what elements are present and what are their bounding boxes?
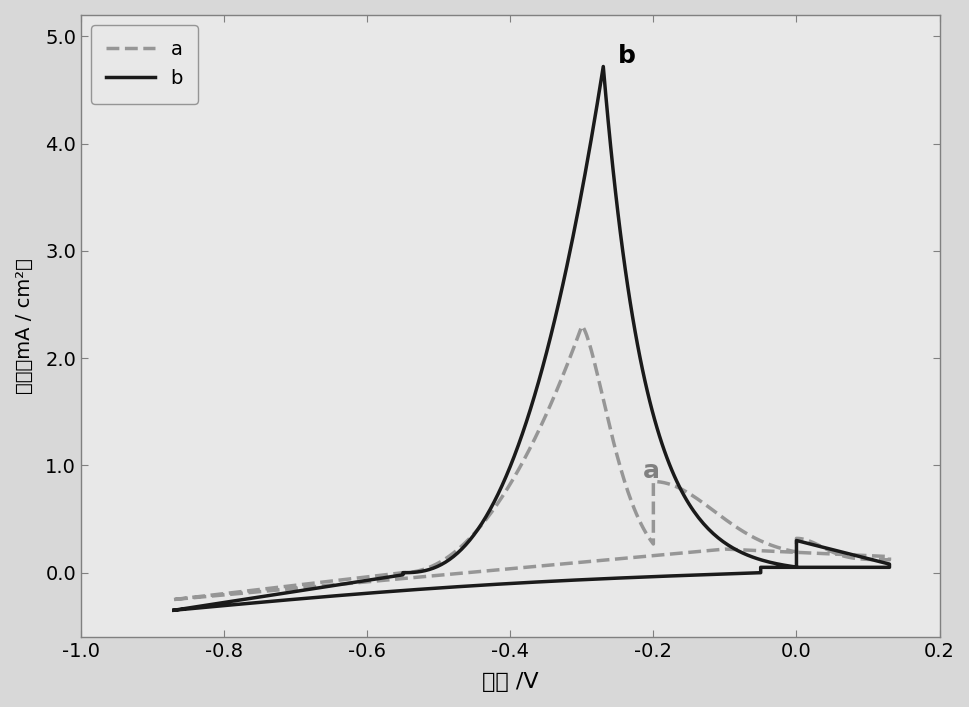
a — [576, 322, 587, 330]
Line: b: b — [173, 66, 889, 610]
a — [730, 545, 741, 554]
Text: a: a — [642, 460, 659, 484]
b — [597, 62, 609, 71]
b — [879, 559, 891, 568]
Y-axis label: 电流（mA / cm²）: 电流（mA / cm²） — [15, 258, 34, 394]
Legend: a, b: a, b — [90, 25, 198, 103]
X-axis label: 电压 /V: 电压 /V — [482, 672, 538, 692]
b — [455, 583, 467, 591]
a — [799, 549, 811, 557]
a — [301, 583, 313, 592]
a — [168, 595, 179, 604]
b — [672, 571, 683, 580]
a — [493, 566, 505, 574]
Text: b: b — [617, 45, 635, 69]
b — [237, 595, 249, 604]
a — [168, 595, 179, 604]
a — [286, 581, 297, 590]
b — [168, 606, 179, 614]
b — [168, 606, 179, 614]
Line: a: a — [173, 326, 889, 600]
a — [228, 588, 239, 597]
b — [396, 586, 408, 595]
b — [769, 563, 781, 571]
